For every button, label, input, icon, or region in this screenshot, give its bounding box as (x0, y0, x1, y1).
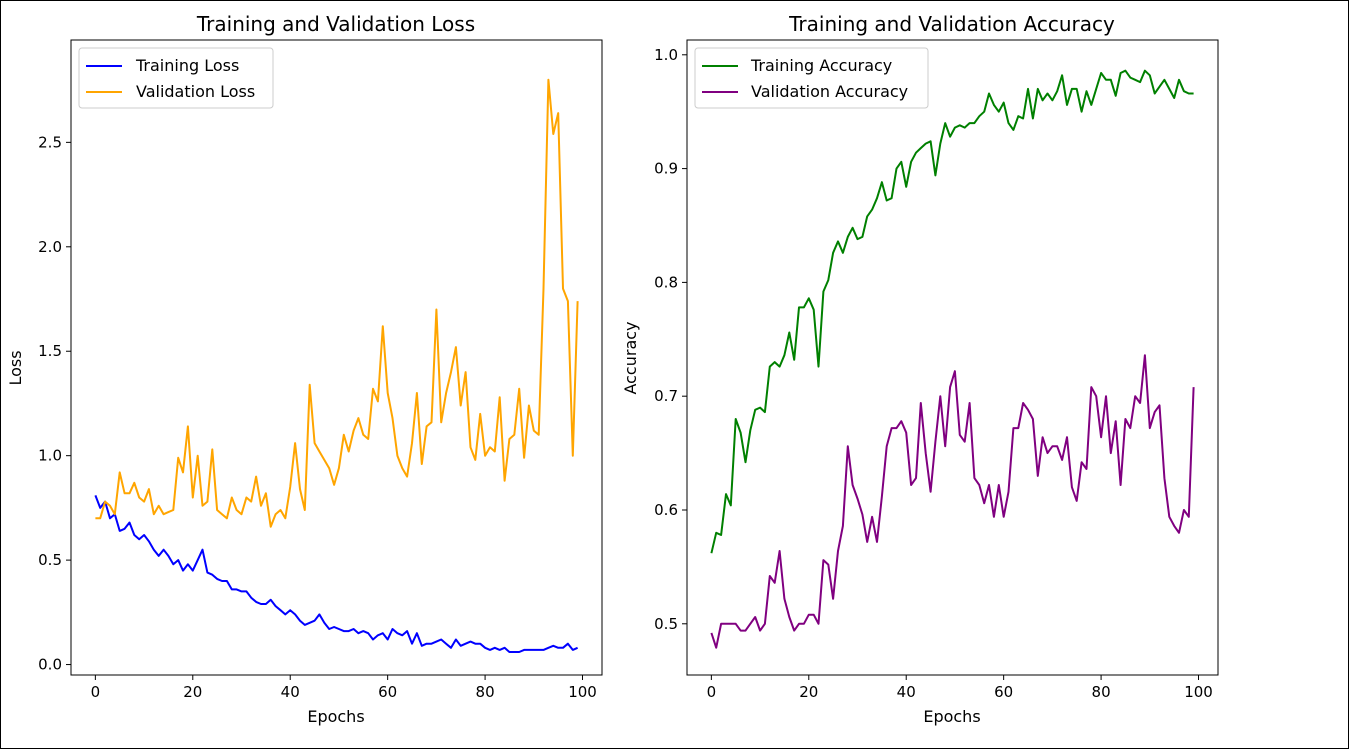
loss-y-tick-label-1-5: 1.5 (38, 342, 62, 360)
legend-label-training-accuracy: Training Accuracy (750, 56, 892, 75)
loss-series-lines (94, 78, 579, 653)
loss-x-tick-label-60: 60 (378, 683, 397, 701)
accuracy-y-axis-label: Accuracy (621, 321, 640, 394)
accuracy-plot-area (686, 39, 1219, 676)
accuracy-x-tick-label-100: 100 (1184, 683, 1213, 701)
loss-legend-box (78, 47, 274, 109)
accuracy-legend-box (694, 47, 929, 109)
loss-y-tick-label-0-5: 0.5 (38, 551, 62, 569)
legend-label-training-loss: Training Loss (135, 56, 239, 75)
loss-chart-panel: Training and Validation Loss Epochs Loss… (6, 12, 603, 726)
accuracy-x-tick-label-60: 60 (994, 683, 1013, 701)
loss-legend: Training Loss Validation Loss (78, 47, 274, 109)
accuracy-x-tick-label-40: 40 (897, 683, 916, 701)
accuracy-y-tick-label-0-6: 0.6 (654, 501, 678, 519)
legend-label-validation-loss: Validation Loss (136, 82, 255, 101)
validation-loss-line (95, 78, 579, 528)
accuracy-y-tick-label-0-9: 0.9 (654, 160, 678, 178)
accuracy-ticks: 0 20 40 60 80 100 0.5 0.6 0.7 0.8 0.9 1.0 (654, 46, 1213, 701)
accuracy-x-tick-label-80: 80 (1092, 683, 1111, 701)
loss-y-tick-label-1-0: 1.0 (38, 447, 62, 465)
loss-y-tick-label-2-0: 2.0 (38, 238, 62, 256)
loss-x-tick-label-0: 0 (91, 683, 101, 701)
loss-x-tick-label-20: 20 (183, 683, 202, 701)
accuracy-chart-title: Training and Validation Accuracy (788, 12, 1115, 36)
loss-chart-title: Training and Validation Loss (196, 12, 475, 36)
accuracy-y-tick-label-1-0: 1.0 (654, 46, 678, 64)
accuracy-series-lines (710, 69, 1195, 649)
accuracy-y-tick-label-0-7: 0.7 (654, 387, 678, 405)
loss-x-axis-label: Epochs (307, 707, 364, 726)
accuracy-x-tick-label-0: 0 (707, 683, 717, 701)
loss-ticks: 0 20 40 60 80 100 0.0 0.5 1.0 1.5 2.0 2.5 (38, 133, 597, 701)
loss-x-tick-label-100: 100 (568, 683, 597, 701)
accuracy-y-tick-label-0-8: 0.8 (654, 273, 678, 291)
training-accuracy-line (710, 69, 1194, 554)
loss-x-tick-label-40: 40 (281, 683, 300, 701)
accuracy-x-tick-label-20: 20 (799, 683, 818, 701)
loss-y-tick-label-2-5: 2.5 (38, 133, 62, 151)
training-loss-line (94, 495, 579, 653)
loss-plot-area (70, 39, 603, 676)
loss-y-axis-label: Loss (6, 350, 25, 385)
accuracy-y-tick-label-0-5: 0.5 (654, 615, 678, 633)
loss-x-tick-label-80: 80 (476, 683, 495, 701)
legend-label-validation-accuracy: Validation Accuracy (751, 82, 908, 101)
loss-y-tick-label-0-0: 0.0 (38, 656, 62, 674)
accuracy-chart-panel: Training and Validation Accuracy Epochs … (621, 12, 1219, 726)
accuracy-x-axis-label: Epochs (923, 707, 980, 726)
accuracy-legend: Training Accuracy Validation Accuracy (694, 47, 929, 109)
validation-accuracy-line (710, 354, 1195, 649)
